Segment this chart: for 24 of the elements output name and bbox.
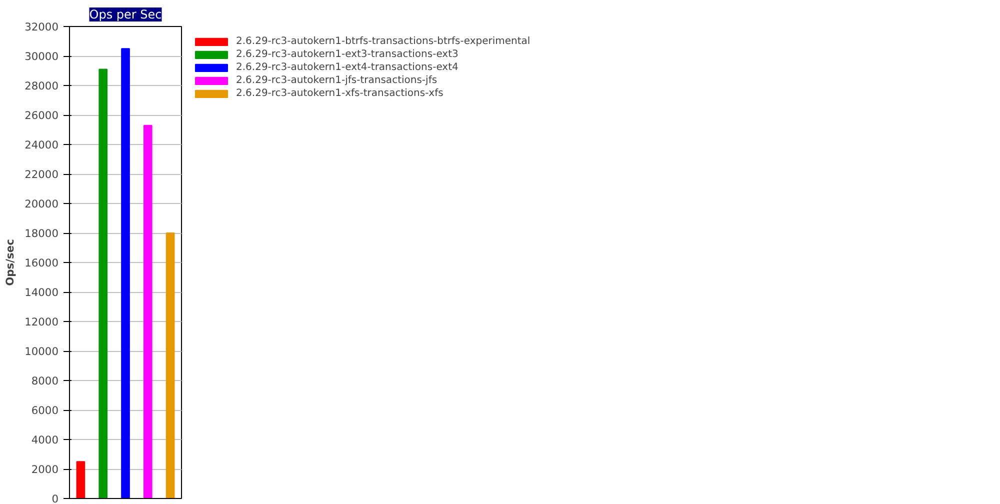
y-tick-label: 30000 [24, 50, 59, 63]
y-tick-label: 6000 [31, 404, 59, 417]
y-tick-label: 20000 [24, 198, 59, 210]
y-tick-label: 2000 [31, 463, 59, 476]
y-tick-label: 22000 [24, 168, 59, 181]
legend-label: 2.6.29-rc3-autokern1-ext4-transactions-ext4 [236, 62, 458, 73]
y-tick-label: 12000 [24, 316, 59, 328]
legend-label: 2.6.29-rc3-autokern1-ext3-transactions-ext3 [236, 49, 458, 60]
y-tick-label: 32000 [24, 20, 59, 34]
y-tick-label: 10000 [24, 345, 59, 358]
legend-label: 2.6.29-rc3-autokern1-xfs-transactions-xfs [236, 88, 444, 99]
y-tick-label: 8000 [31, 374, 59, 388]
legend-label: 2.6.29-rc3-autokern1-btrfs-transactions-btrfs-experimental [236, 36, 530, 47]
y-tick-label: 14000 [24, 286, 59, 299]
y-tick-label: 16000 [24, 256, 59, 270]
y-axis-title: Ops/sec [4, 239, 17, 286]
chart-title: Ops per Sec [89, 8, 162, 22]
y-tick-label: 18000 [24, 227, 59, 240]
y-tick-label: 26000 [24, 109, 59, 122]
y-tick-label: 0 [52, 492, 59, 504]
y-tick-label: 28000 [24, 80, 59, 92]
y-tick-label: 24000 [24, 138, 59, 152]
y-tick-label: 4000 [31, 434, 59, 446]
legend-label: 2.6.29-rc3-autokern1-jfs-transactions-jfs [236, 75, 438, 86]
